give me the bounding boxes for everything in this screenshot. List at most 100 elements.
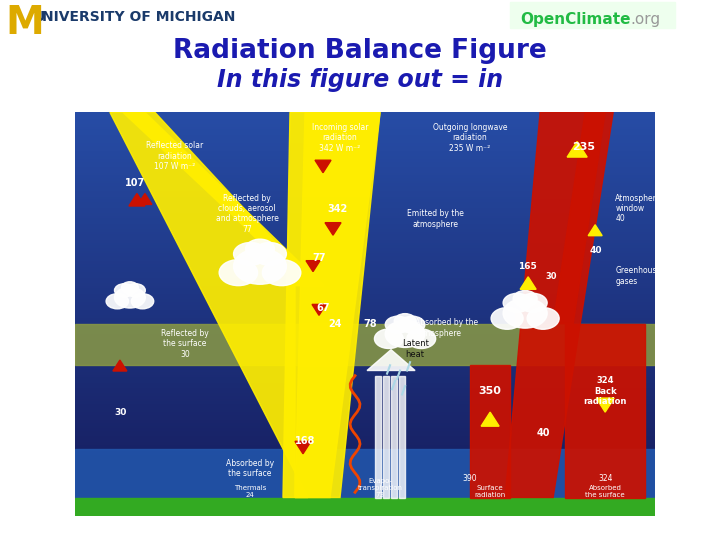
Text: Absorbed by the
atmosphere: Absorbed by the atmosphere: [415, 319, 478, 338]
Polygon shape: [75, 320, 655, 322]
Polygon shape: [75, 360, 655, 363]
Text: NIVERSITY OF MICHIGAN: NIVERSITY OF MICHIGAN: [42, 10, 235, 24]
Polygon shape: [75, 374, 655, 376]
Polygon shape: [75, 323, 655, 365]
Text: M: M: [5, 4, 44, 42]
Polygon shape: [75, 446, 655, 449]
Text: 165: 165: [518, 262, 536, 271]
Polygon shape: [75, 341, 655, 344]
Text: Atmospheric
window
40: Atmospheric window 40: [615, 193, 663, 224]
Polygon shape: [75, 139, 655, 142]
Polygon shape: [75, 239, 655, 241]
Polygon shape: [75, 427, 655, 430]
Polygon shape: [75, 390, 655, 393]
Polygon shape: [75, 131, 655, 134]
Polygon shape: [75, 489, 655, 492]
Polygon shape: [75, 276, 655, 279]
Ellipse shape: [503, 293, 531, 312]
Polygon shape: [75, 150, 655, 153]
Polygon shape: [75, 191, 655, 193]
Polygon shape: [75, 169, 655, 172]
Ellipse shape: [219, 260, 258, 286]
Text: Thermals
24: Thermals 24: [234, 484, 266, 497]
Ellipse shape: [253, 242, 287, 265]
Polygon shape: [481, 412, 499, 426]
Polygon shape: [75, 199, 655, 201]
Ellipse shape: [385, 321, 425, 347]
Polygon shape: [75, 260, 655, 263]
Polygon shape: [520, 277, 536, 289]
Polygon shape: [75, 376, 655, 379]
Polygon shape: [75, 384, 655, 387]
Polygon shape: [75, 271, 655, 274]
Ellipse shape: [491, 308, 523, 329]
Polygon shape: [75, 443, 655, 446]
Polygon shape: [75, 449, 655, 497]
Ellipse shape: [527, 308, 559, 329]
Polygon shape: [75, 279, 655, 282]
Polygon shape: [75, 120, 655, 123]
Polygon shape: [75, 497, 655, 500]
Polygon shape: [75, 357, 655, 360]
Polygon shape: [75, 500, 655, 503]
Polygon shape: [75, 314, 655, 317]
Polygon shape: [75, 188, 655, 191]
Ellipse shape: [400, 316, 425, 333]
Text: Absorbed by
the surface: Absorbed by the surface: [226, 459, 274, 478]
Text: Evapo-
transpiration
73: Evapo- transpiration 73: [358, 477, 402, 497]
Ellipse shape: [106, 294, 128, 309]
Polygon shape: [75, 382, 655, 384]
Polygon shape: [75, 204, 655, 207]
Polygon shape: [75, 177, 655, 180]
Polygon shape: [75, 416, 655, 419]
Polygon shape: [75, 366, 655, 368]
Polygon shape: [515, 313, 535, 323]
Text: Reflected solar
radiation
107 W m⁻²: Reflected solar radiation 107 W m⁻²: [146, 141, 204, 171]
Polygon shape: [75, 217, 655, 220]
Polygon shape: [75, 274, 655, 276]
Polygon shape: [75, 411, 655, 414]
Text: 342: 342: [327, 204, 347, 214]
Polygon shape: [75, 118, 655, 120]
Polygon shape: [75, 441, 655, 443]
Polygon shape: [306, 261, 320, 272]
Polygon shape: [75, 166, 655, 169]
Polygon shape: [75, 468, 655, 470]
Polygon shape: [75, 153, 655, 156]
Polygon shape: [75, 183, 655, 185]
Polygon shape: [75, 196, 655, 199]
Polygon shape: [75, 449, 655, 451]
Polygon shape: [75, 457, 655, 460]
Polygon shape: [75, 252, 655, 255]
Text: 40: 40: [536, 428, 550, 438]
Text: 107: 107: [125, 178, 145, 188]
Polygon shape: [75, 193, 655, 196]
Text: Absorbed
the surface: Absorbed the surface: [585, 484, 625, 497]
Polygon shape: [75, 478, 655, 481]
Polygon shape: [283, 112, 380, 497]
Polygon shape: [75, 147, 655, 150]
Polygon shape: [75, 347, 655, 349]
Text: Reflected by
clouds, aerosol
and atmosphere
77: Reflected by clouds, aerosol and atmosph…: [215, 193, 279, 234]
Polygon shape: [75, 497, 655, 516]
Polygon shape: [75, 379, 655, 382]
Polygon shape: [75, 462, 655, 465]
Polygon shape: [75, 409, 655, 411]
Polygon shape: [75, 433, 655, 435]
Polygon shape: [75, 322, 655, 325]
Polygon shape: [75, 465, 655, 468]
Polygon shape: [75, 414, 655, 416]
Polygon shape: [110, 112, 308, 497]
Polygon shape: [75, 172, 655, 174]
Text: Emitted by the
atmosphere: Emitted by the atmosphere: [407, 209, 464, 228]
Polygon shape: [129, 193, 145, 206]
Polygon shape: [75, 495, 655, 497]
Polygon shape: [75, 451, 655, 454]
Polygon shape: [75, 328, 655, 330]
Ellipse shape: [407, 329, 436, 348]
Polygon shape: [75, 258, 655, 260]
Polygon shape: [75, 344, 655, 347]
Polygon shape: [75, 306, 655, 309]
Polygon shape: [75, 438, 655, 441]
Text: Reflected by
the surface
30: Reflected by the surface 30: [161, 329, 209, 359]
